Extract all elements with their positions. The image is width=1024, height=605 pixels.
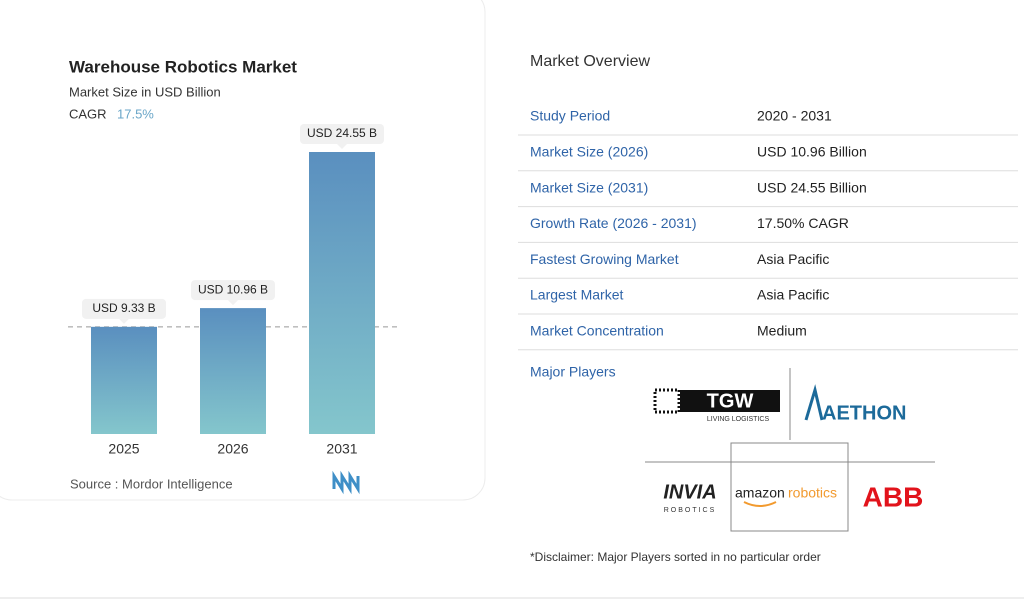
row-label: Growth Rate (2026 - 2031) bbox=[530, 215, 697, 231]
amazon-logo: amazon robotics bbox=[735, 485, 837, 507]
value-label-box bbox=[300, 124, 384, 144]
tgw-sub: LIVING LOGISTICS bbox=[707, 416, 770, 423]
row-value: Asia Pacific bbox=[757, 287, 829, 303]
x-tick-label: 2025 bbox=[108, 441, 139, 457]
value-label-pointer bbox=[337, 144, 347, 149]
bar bbox=[309, 152, 375, 434]
bar bbox=[200, 308, 266, 434]
players-title: Major Players bbox=[530, 364, 616, 380]
abb-logo: ABB bbox=[863, 481, 924, 512]
overview-table: Study Period 2020 - 2031 Market Size (2026… bbox=[518, 108, 1018, 351]
amazon-text: amazon bbox=[735, 485, 785, 501]
source: Source : Mordor Intelligence bbox=[70, 476, 233, 491]
bar bbox=[91, 326, 157, 434]
value-label-box bbox=[82, 298, 166, 319]
invia-sub: ROBOTICS bbox=[664, 507, 717, 514]
aethon-text: AETHON bbox=[822, 402, 906, 424]
row-label: Fastest Growing Market bbox=[530, 251, 679, 267]
row-value: Medium bbox=[757, 323, 807, 339]
row-value: Asia Pacific bbox=[757, 251, 829, 267]
tgw-logo: TGW LIVING LOGISTICS bbox=[653, 388, 780, 423]
players-grid bbox=[645, 368, 935, 532]
disclaimer: *Disclaimer: Major Players sorted in no … bbox=[530, 550, 821, 564]
row-label: Largest Market bbox=[530, 287, 623, 303]
x-tick-label: 2031 bbox=[326, 441, 357, 457]
row-value: USD 10.96 Billion bbox=[757, 144, 867, 160]
chart-title: Warehouse Robotics Market bbox=[69, 57, 297, 76]
source-logo bbox=[332, 470, 360, 495]
invia-text: INVIA bbox=[663, 481, 716, 503]
cagr-label: CAGR bbox=[69, 106, 107, 121]
x-tick-label: 2026 bbox=[217, 441, 248, 457]
aethon-logo: AETHON bbox=[804, 384, 906, 424]
row-value: 17.50% CAGR bbox=[757, 215, 849, 231]
chart-subtitle: Market Size in USD Billion bbox=[69, 84, 221, 99]
row-label: Market Size (2026) bbox=[530, 144, 648, 160]
value-label: USD 10.96 B bbox=[198, 282, 268, 296]
value-label: USD 9.33 B bbox=[92, 301, 155, 315]
tgw-text: TGW bbox=[707, 390, 754, 412]
row-value: USD 24.55 Billion bbox=[757, 179, 867, 195]
row-label: Study Period bbox=[530, 108, 610, 124]
value-label-pointer bbox=[228, 300, 238, 306]
invia-logo: INVIA ROBOTICS bbox=[663, 481, 716, 514]
amazon-robotics-text: robotics bbox=[788, 485, 837, 501]
cagr-value: 17.5% bbox=[117, 106, 154, 121]
value-label-pointer bbox=[119, 318, 129, 324]
row-value: 2020 - 2031 bbox=[757, 108, 832, 124]
value-label-box bbox=[191, 280, 275, 301]
value-label: USD 24.55 B bbox=[307, 126, 377, 140]
row-label: Market Size (2031) bbox=[530, 179, 648, 195]
overview-title: Market Overview bbox=[530, 53, 650, 70]
row-label: Market Concentration bbox=[530, 323, 664, 339]
